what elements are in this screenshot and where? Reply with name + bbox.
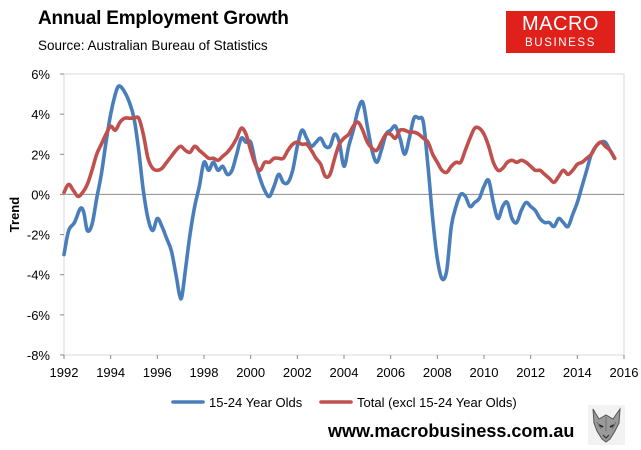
x-tick-label: 2012: [516, 365, 545, 380]
x-tick-label: 2014: [563, 365, 592, 380]
series-line-15-24-year-olds: [62, 84, 617, 301]
y-tick-label: -4%: [27, 268, 51, 283]
y-tick-label: -8%: [27, 348, 51, 363]
x-tick-label: 2004: [330, 365, 359, 380]
x-tick-label: 1992: [50, 365, 79, 380]
y-tick-label: 2%: [31, 147, 50, 162]
logo-line-1: MACRO: [522, 13, 599, 35]
legend-item-15-24-year-olds: 15-24 Year Olds: [209, 395, 303, 410]
x-tick-label: 2002: [283, 365, 312, 380]
y-tick-label: 0%: [31, 187, 50, 202]
y-axis-label: Trend: [7, 197, 22, 232]
x-tick-label: 2010: [470, 365, 499, 380]
x-tick-label: 1996: [143, 365, 172, 380]
x-tick-label: 2016: [610, 365, 639, 380]
chart-title: Annual Employment Growth: [38, 8, 289, 29]
website-url[interactable]: www.macrobusiness.com.au: [328, 421, 575, 441]
chart-source: Source: Australian Bureau of Statistics: [38, 38, 268, 53]
legend-item-total-excl-15-24: Total (excl 15-24 Year Olds): [357, 395, 517, 410]
y-tick-label: 6%: [31, 67, 50, 82]
logo-line-2: BUSINESS: [525, 37, 596, 49]
y-tick-label: -2%: [27, 228, 51, 243]
x-tick-label: 2000: [236, 365, 265, 380]
series-line-total-excl-15-24: [62, 115, 617, 199]
x-tick-label: 1998: [190, 365, 219, 380]
wolf-icon: [588, 405, 625, 445]
y-tick-label: 4%: [31, 107, 50, 122]
y-tick-label: -6%: [27, 308, 51, 323]
x-tick-label: 2008: [423, 365, 452, 380]
macrobusiness-logo[interactable]: MACRO BUSINESS: [506, 11, 615, 53]
x-tick-label: 1994: [96, 365, 125, 380]
x-tick-label: 2006: [376, 365, 405, 380]
